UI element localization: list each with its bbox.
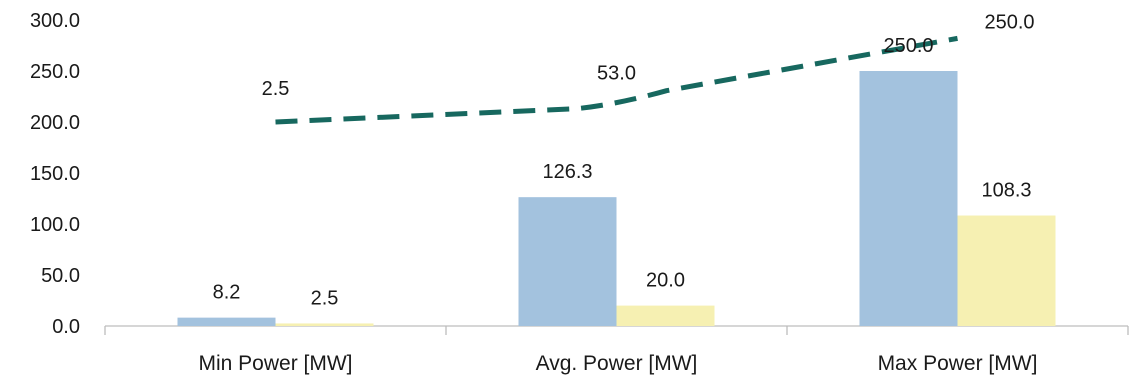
bar-series <box>177 71 1056 326</box>
bar-data-label: 2.5 <box>311 287 339 309</box>
x-axis: Min Power [MW] Avg. Power [MW] Max Power [… <box>104 325 1129 375</box>
data-labels: 8.2 126.3 250.0 2.5 20.0 108.3 2.5 53.0 250.0 <box>213 11 1035 309</box>
x-category-label: Max Power [MW] <box>878 352 1038 375</box>
bar-data-label: 20.0 <box>646 270 685 292</box>
bar <box>275 323 374 326</box>
y-tick-label: 100.0 <box>30 214 80 236</box>
line-data-label: 250.0 <box>984 11 1034 33</box>
line-data-label: 2.5 <box>262 78 290 100</box>
dashed-trend-line <box>275 35 958 125</box>
y-tick-label: 150.0 <box>30 163 80 185</box>
bar-data-label: 108.3 <box>981 180 1031 202</box>
bar <box>518 197 617 326</box>
bar-data-label: 250.0 <box>883 35 933 57</box>
y-tick-label: 300.0 <box>30 10 80 32</box>
bar <box>859 71 958 326</box>
y-tick-label: 250.0 <box>30 61 80 83</box>
bar-data-label: 8.2 <box>213 282 241 304</box>
bar <box>616 305 715 326</box>
x-category-label: Avg. Power [MW] <box>536 352 698 375</box>
bar <box>177 317 276 326</box>
bar <box>957 215 1056 326</box>
line-series <box>275 35 958 125</box>
line-data-label: 53.0 <box>597 63 636 85</box>
y-axis: 0.0 50.0 100.0 150.0 200.0 250.0 300.0 <box>30 10 80 338</box>
y-tick-label: 50.0 <box>41 265 80 287</box>
y-tick-label: 200.0 <box>30 112 80 134</box>
y-tick-label: 0.0 <box>52 316 80 338</box>
x-category-label: Min Power [MW] <box>198 352 352 375</box>
bar-data-label: 126.3 <box>542 161 592 183</box>
